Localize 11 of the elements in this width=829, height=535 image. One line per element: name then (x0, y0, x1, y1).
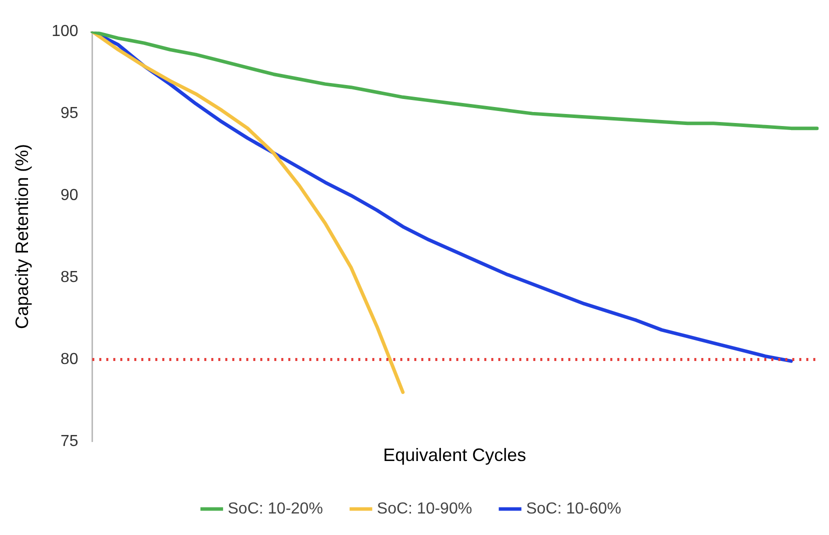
y-tick-label: 75 (60, 432, 78, 450)
y-axis-title: Capacity Retention (%) (12, 144, 32, 330)
y-tick-label: 95 (60, 104, 78, 122)
y-tick-label: 80 (60, 350, 78, 368)
legend-label: SoC: 10-20% (228, 500, 323, 518)
y-tick-label: 90 (60, 186, 78, 204)
y-tick-label: 85 (60, 268, 78, 286)
y-tick-label: 100 (52, 23, 78, 40)
legend-label: SoC: 10-90% (376, 500, 472, 518)
legend-label: SoC: 10-60% (526, 500, 622, 518)
x-axis-title: Equivalent Cycles (383, 445, 526, 466)
